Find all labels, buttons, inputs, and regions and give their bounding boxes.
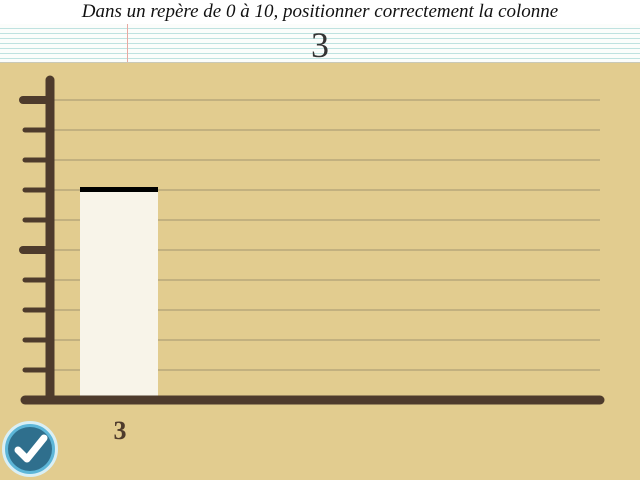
notepad-margin-line [127, 24, 128, 62]
target-value: 3 [311, 25, 329, 65]
bar-0 [80, 190, 158, 396]
chart-labels: 3 [114, 416, 127, 445]
target-notepad: 3 [0, 24, 640, 65]
category-label-0: 3 [114, 416, 127, 445]
chart-axes [19, 75, 605, 405]
chart-bars [80, 187, 158, 396]
instruction-header: Dans un repère de 0 à 10, positionner co… [0, 0, 640, 24]
validate-button-face [8, 427, 52, 471]
check-icon [14, 434, 48, 463]
instruction-text: Dans un repère de 0 à 10, positionner co… [81, 1, 559, 22]
bar-handle-0 [80, 187, 158, 192]
validate-button[interactable] [2, 421, 58, 477]
